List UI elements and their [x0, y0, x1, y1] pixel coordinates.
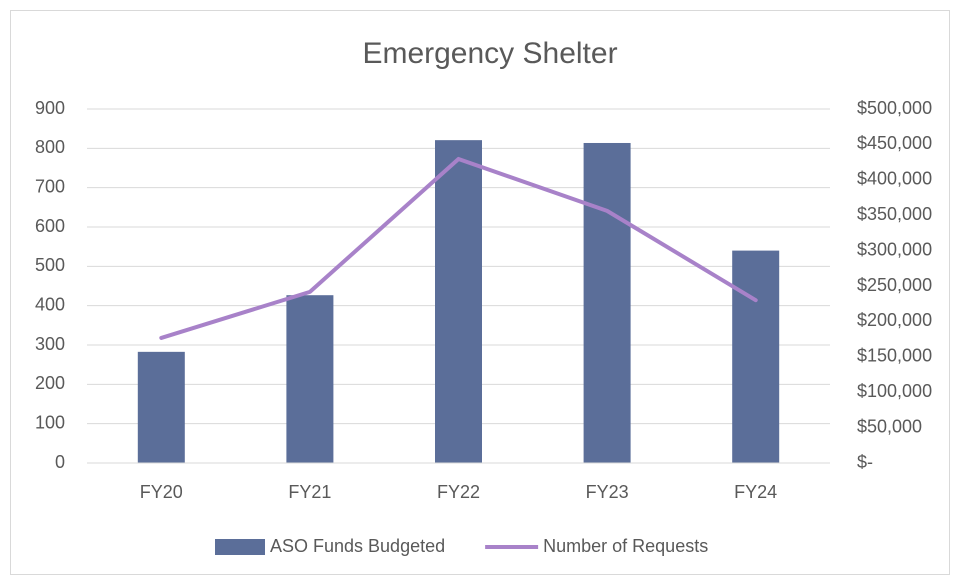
y2-tick-label: $300,000	[857, 239, 932, 259]
y2-tick-label: $50,000	[857, 416, 922, 436]
y2-tick-label: $400,000	[857, 169, 932, 189]
line	[159, 156, 758, 340]
y2-tick-label: $200,000	[857, 310, 932, 330]
y-tick-label: 400	[35, 294, 65, 314]
bar	[435, 140, 482, 464]
y2-tick-label: $450,000	[857, 133, 932, 153]
bar	[286, 295, 334, 463]
bar	[583, 142, 631, 463]
y-tick-label: 0	[55, 452, 65, 472]
y2-tick-label: $500,000	[857, 98, 932, 118]
y-tick-label: 600	[35, 216, 65, 236]
chart-title: Emergency Shelter	[362, 37, 617, 70]
x-tick-label: FY22	[437, 482, 480, 502]
y2-tick-label: $150,000	[857, 346, 932, 366]
x-tick-label: FY21	[288, 482, 331, 502]
y-tick-label: 500	[35, 255, 65, 275]
y-tick-label: 300	[35, 334, 65, 354]
y2-tick-label: $100,000	[857, 381, 932, 401]
y-tick-label: 900	[35, 98, 65, 118]
bar	[137, 351, 185, 463]
x-tick-label: FY24	[734, 482, 777, 502]
legend-swatch	[215, 539, 265, 555]
y2-tick-label: $350,000	[857, 204, 932, 224]
y2-tick-label: $-	[857, 452, 873, 472]
x-tick-label: FY23	[586, 482, 629, 502]
y-tick-label: 100	[35, 412, 65, 432]
y-tick-label: 700	[35, 176, 65, 196]
y-tick-label: 800	[35, 137, 65, 157]
bar	[732, 250, 780, 463]
y-tick-label: 200	[35, 373, 65, 393]
x-tick-label: FY20	[140, 482, 183, 502]
legend-label: ASO Funds Budgeted	[270, 536, 445, 556]
y2-tick-label: $250,000	[857, 275, 932, 295]
legend-label: Number of Requests	[543, 536, 708, 556]
